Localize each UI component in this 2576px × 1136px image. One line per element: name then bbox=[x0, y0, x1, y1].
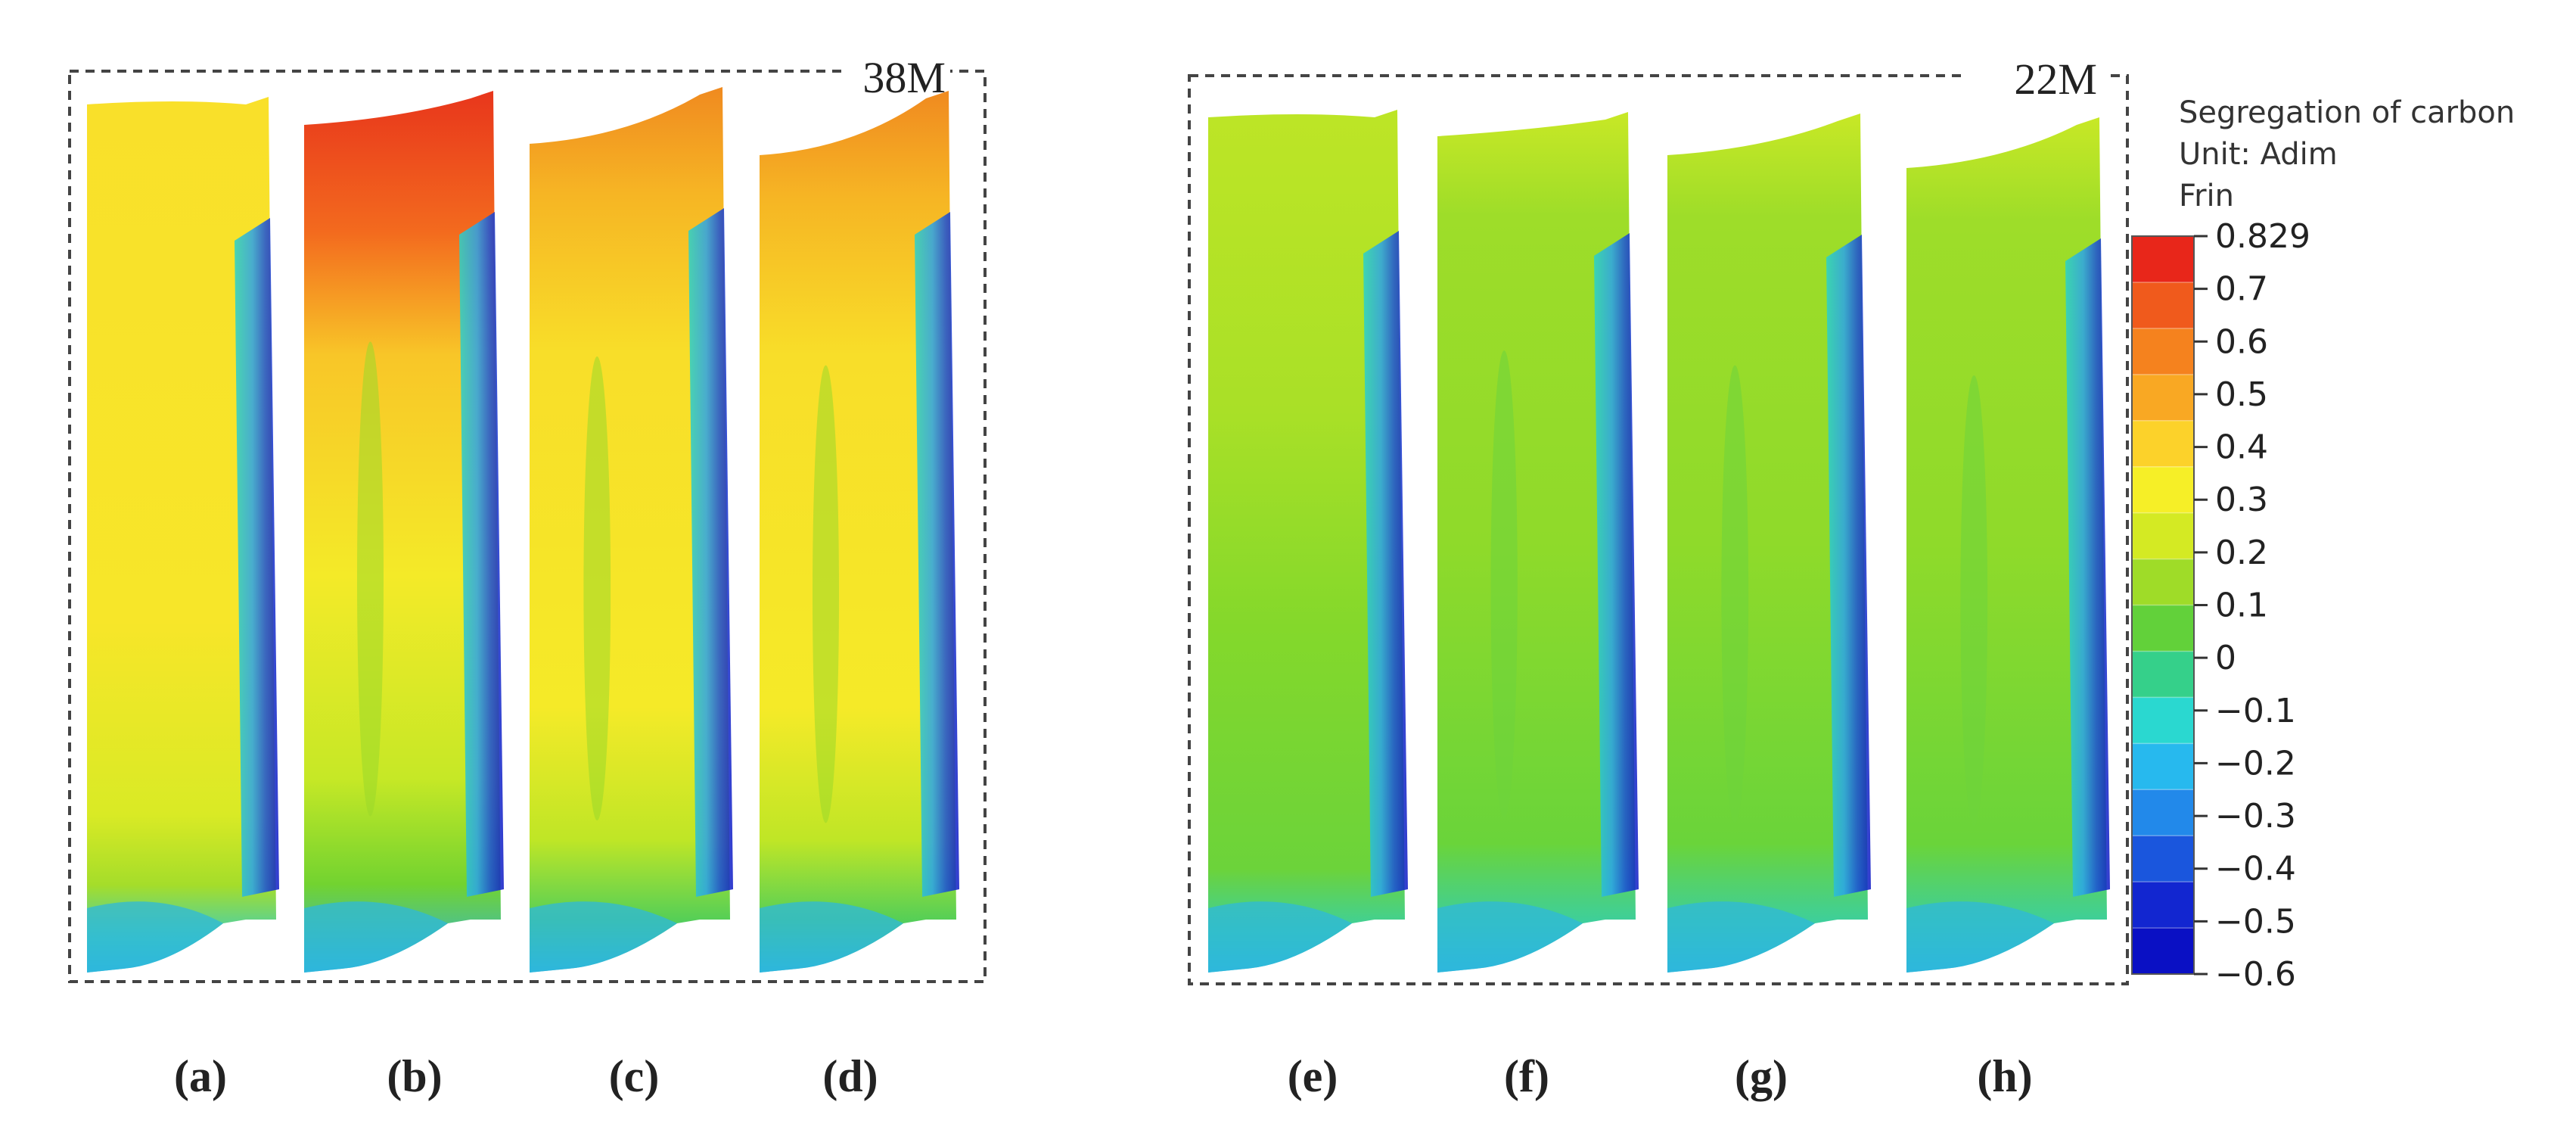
legend-swatch bbox=[2132, 559, 2194, 605]
panel-e bbox=[1208, 110, 1408, 973]
panel-e-field bbox=[1208, 110, 1405, 973]
legend-label: 0.5 bbox=[2215, 375, 2268, 414]
panel-c-edge-band bbox=[688, 208, 733, 897]
contour-panels bbox=[87, 87, 2110, 973]
caption-e: (e) bbox=[1288, 1051, 1338, 1101]
legend-label: 0.3 bbox=[2215, 481, 2268, 519]
panel-g-bottom-band bbox=[1667, 901, 1815, 973]
legend-swatch bbox=[2132, 882, 2194, 929]
panel-b-edge-band bbox=[459, 212, 504, 897]
legend-swatch bbox=[2132, 928, 2194, 975]
legend-swatch bbox=[2132, 466, 2194, 514]
panel-c-bottom-band bbox=[530, 901, 677, 973]
legend-tick-labels: 0.829 0.7 0.6 0.5 0.4 0.3 0.2 0.1 0 −0.1 −0.2 −0.3 −… bbox=[2194, 217, 2310, 994]
legend-label: 0 bbox=[2215, 639, 2236, 677]
panel-c bbox=[530, 87, 733, 973]
caption-d: (d) bbox=[822, 1051, 878, 1101]
panel-b-field bbox=[304, 91, 501, 973]
panel-f-edge-band bbox=[1594, 233, 1639, 897]
group-label-38m: 38M bbox=[862, 53, 946, 102]
group-label-22m: 22M bbox=[2014, 54, 2097, 104]
legend-swatch bbox=[2132, 651, 2194, 698]
color-legend: Segregation of carbon Unit: Adim Frin 0.… bbox=[2131, 95, 2515, 994]
legend-label: 0.4 bbox=[2215, 428, 2268, 467]
legend-label: −0.6 bbox=[2215, 955, 2296, 994]
legend-swatch bbox=[2132, 282, 2194, 329]
frame-22m bbox=[1188, 74, 2129, 985]
caption-a: (a) bbox=[174, 1051, 227, 1101]
panel-g-streak bbox=[1721, 365, 1749, 823]
panel-h bbox=[1906, 117, 2110, 973]
panel-captions: (a) (b) (c) (d) (e) (f) (g) (h) bbox=[174, 1051, 2033, 1101]
legend-swatch bbox=[2132, 789, 2194, 836]
panel-f bbox=[1437, 112, 1639, 973]
legend-swatch bbox=[2132, 512, 2194, 560]
label-bg-22m bbox=[1965, 58, 2105, 103]
legend-color-bar bbox=[2131, 235, 2195, 975]
panel-e-bottom-band bbox=[1208, 901, 1352, 973]
frame-38m bbox=[68, 70, 987, 983]
legend-label: 0.6 bbox=[2215, 322, 2268, 361]
panel-g bbox=[1667, 114, 1871, 973]
panel-d-edge-band bbox=[915, 212, 959, 897]
panel-d-streak bbox=[813, 365, 839, 823]
caption-b: (b) bbox=[387, 1051, 442, 1101]
legend-label: 0.829 bbox=[2215, 217, 2310, 256]
panel-h-field bbox=[1906, 117, 2107, 973]
panel-d-field bbox=[760, 91, 956, 973]
panel-a-edge-band bbox=[235, 218, 279, 897]
panel-f-field bbox=[1437, 112, 1636, 973]
panel-d bbox=[760, 91, 959, 973]
caption-c: (c) bbox=[609, 1051, 660, 1101]
panel-g-field bbox=[1667, 114, 1868, 973]
legend-swatch bbox=[2132, 328, 2194, 375]
panel-f-bottom-band bbox=[1437, 901, 1583, 973]
legend-swatch bbox=[2132, 697, 2194, 744]
legend-label: −0.2 bbox=[2215, 744, 2296, 783]
legend-swatch bbox=[2132, 605, 2194, 652]
legend-title: Segregation of carbon bbox=[2179, 95, 2515, 130]
panel-a-field bbox=[87, 97, 276, 973]
panel-h-streak bbox=[1960, 375, 1988, 826]
panel-h-edge-band bbox=[2065, 238, 2110, 897]
panel-f-streak bbox=[1490, 350, 1518, 819]
legend-unit: Unit: Adim bbox=[2179, 137, 2338, 172]
legend-swatch bbox=[2132, 836, 2194, 882]
caption-g: (g) bbox=[1735, 1051, 1788, 1101]
legend-swatch bbox=[2132, 420, 2194, 468]
label-bg-38m bbox=[846, 53, 950, 98]
panel-h-bottom-band bbox=[1906, 901, 2054, 973]
panel-g-edge-band bbox=[1826, 235, 1871, 897]
panel-d-bottom-band bbox=[760, 901, 903, 973]
panel-b bbox=[304, 91, 504, 973]
legend-label: −0.5 bbox=[2215, 902, 2296, 941]
panel-b-streak bbox=[357, 341, 384, 817]
caption-f: (f) bbox=[1504, 1051, 1549, 1101]
legend-label: 0.2 bbox=[2215, 534, 2268, 572]
panel-b-bottom-band bbox=[304, 901, 448, 973]
panel-c-streak bbox=[583, 356, 611, 821]
panel-a-bottom-band bbox=[87, 901, 223, 973]
caption-h: (h) bbox=[1977, 1051, 2032, 1101]
legend-label: 0.1 bbox=[2215, 587, 2268, 625]
legend-swatch bbox=[2132, 236, 2194, 283]
panel-e-edge-band bbox=[1363, 231, 1408, 897]
legend-label: −0.1 bbox=[2215, 692, 2296, 730]
legend-swatch bbox=[2132, 374, 2194, 422]
panel-a bbox=[87, 97, 279, 973]
legend-swatch bbox=[2132, 743, 2194, 790]
panel-c-field bbox=[530, 87, 730, 973]
legend-label: 0.7 bbox=[2215, 270, 2268, 309]
legend-label: −0.4 bbox=[2215, 850, 2296, 889]
legend-subtitle: Frin bbox=[2179, 179, 2234, 213]
legend-label: −0.3 bbox=[2215, 797, 2296, 836]
